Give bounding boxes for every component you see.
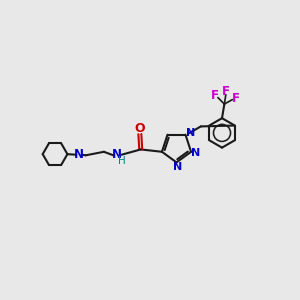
Text: N: N xyxy=(186,128,195,138)
Text: N: N xyxy=(112,148,122,160)
Text: N: N xyxy=(74,148,84,161)
Text: N: N xyxy=(191,148,201,158)
Text: F: F xyxy=(232,92,240,105)
Text: F: F xyxy=(222,85,230,98)
Text: N: N xyxy=(173,162,183,172)
Text: O: O xyxy=(134,122,145,135)
Text: F: F xyxy=(211,89,219,102)
Text: H: H xyxy=(118,156,126,166)
